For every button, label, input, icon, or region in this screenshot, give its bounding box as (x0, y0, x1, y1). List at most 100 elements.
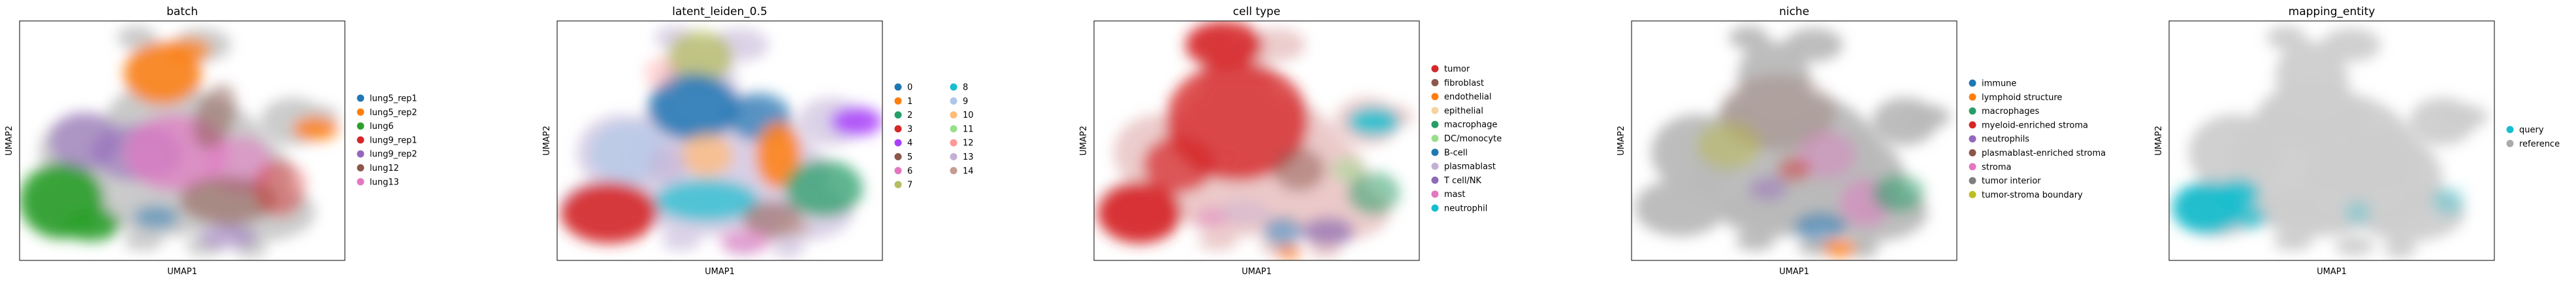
point-cluster (778, 217, 811, 237)
point-cluster (1263, 217, 1302, 247)
point-cluster (830, 107, 882, 136)
chart-title: batch (167, 5, 198, 18)
point-cluster (784, 160, 863, 218)
axes-frame (19, 20, 346, 261)
y-axis-label: UMAP2 (542, 126, 552, 156)
legend-marker (894, 125, 902, 133)
umap-point-cloud (1634, 26, 1951, 258)
legend-label: lung6 (370, 122, 394, 132)
legend-label: 6 (907, 166, 912, 176)
legend-marker (1969, 149, 1976, 156)
point-cluster (166, 37, 212, 62)
chart-title: niche (1779, 5, 1809, 18)
point-cluster (720, 229, 772, 254)
legend-label: epithelial (1444, 106, 1483, 116)
legend-label: endothelial (1444, 92, 1492, 102)
legend-label: mast (1444, 190, 1466, 200)
point-cluster (1276, 246, 1302, 260)
legend-label: lung9_rep1 (370, 135, 417, 145)
point-cluster-base (2322, 27, 2381, 62)
legend-label: lymphoid structure (1982, 93, 2062, 103)
point-cluster-base (123, 232, 163, 251)
point-cluster (2214, 179, 2261, 208)
legend-label: 0 (907, 83, 912, 93)
point-cluster-base (1905, 105, 1951, 129)
legend-marker (357, 178, 364, 186)
legend-marker (1431, 204, 1439, 212)
legend-marker (894, 111, 902, 119)
point-cluster (198, 224, 257, 249)
legend-marker (950, 97, 958, 105)
point-cluster-base (661, 232, 701, 251)
point-cluster (645, 56, 678, 91)
point-cluster (648, 145, 688, 184)
legend-label: B-cell (1444, 148, 1468, 158)
y-axis-label: UMAP2 (1079, 126, 1089, 156)
umap-panel-3: cell type UMAP1 UMAP2 tumor fibroblast endoth… (1079, 5, 1502, 277)
point-cluster (589, 121, 668, 184)
point-cluster (1823, 239, 1856, 258)
legend-marker (357, 122, 364, 130)
point-cluster (1748, 176, 1788, 201)
legend-label: neutrophil (1444, 204, 1487, 214)
point-cluster-base (2266, 26, 2306, 50)
point-cluster (1794, 212, 1846, 241)
legend-label: reference (2519, 139, 2560, 149)
axes-frame (1093, 20, 1420, 261)
umap-panel-5: mapping_entity UMAP1 UMAP2 query reference (2154, 5, 2560, 277)
legend-label: tumor (1444, 65, 1470, 75)
legend-label: tumor interior (1982, 177, 2041, 186)
y-axis-label: UMAP2 (5, 126, 14, 156)
legend-marker (1431, 120, 1439, 128)
legend-label: fibroblast (1444, 79, 1484, 88)
legend: tumor fibroblast endothelial epithelial macr… (1431, 65, 1502, 214)
legend-marker (950, 111, 958, 119)
point-cluster (1302, 217, 1355, 247)
legend-marker (357, 108, 364, 116)
legend: query reference (2506, 126, 2560, 149)
legend-marker (357, 150, 364, 158)
legend-label: 8 (963, 83, 968, 93)
legend-marker (1431, 162, 1439, 170)
point-cluster (1185, 21, 1263, 69)
point-cluster (1797, 131, 1856, 179)
point-cluster-base (1846, 239, 1879, 258)
point-cluster-base (2273, 232, 2313, 251)
point-cluster-base (771, 239, 805, 258)
legend-label: 5 (907, 152, 912, 162)
legend-marker (1431, 79, 1439, 86)
legend-label: myeloid-enriched stroma (1982, 120, 2088, 130)
point-cluster-base (1634, 179, 1726, 237)
x-axis-label: UMAP1 (1779, 267, 1809, 277)
legend-marker (950, 153, 958, 160)
umap-panel-1: batch UMAP1 UMAP2 lung5_rep1 lung5_rep2 lung6… (5, 5, 417, 277)
point-cluster-base (2188, 114, 2280, 191)
point-cluster (668, 30, 733, 84)
umap-panel-2: latent_leiden_0.5UMAP1UMAP20123456789101… (542, 5, 974, 277)
legend-marker (894, 139, 902, 147)
point-cluster-base (1198, 232, 1238, 251)
legend-label: stroma (1982, 162, 2012, 172)
legend-marker (2506, 126, 2514, 133)
legend-label: 1 (907, 97, 912, 107)
chart-title: mapping_entity (2289, 5, 2375, 18)
legend-marker (1969, 135, 1976, 143)
legend-marker (894, 181, 902, 188)
legend: immune lymphoid structure macrophages myelo… (1969, 79, 2106, 200)
axes-frame (1631, 20, 1957, 261)
legend-label: plasmablast-enriched stroma (1982, 149, 2106, 158)
point-cluster (1347, 171, 1400, 215)
point-cluster (1778, 157, 1811, 182)
umap-point-cloud (560, 26, 882, 258)
point-cluster-base (117, 26, 157, 50)
legend-marker (357, 136, 364, 144)
point-cluster-base (2442, 105, 2488, 129)
legend-marker (1431, 176, 1439, 184)
point-cluster (648, 73, 739, 141)
legend-label: DC/monocyte (1444, 134, 1502, 144)
legend-marker (1431, 65, 1439, 73)
chart-title: latent_leiden_0.5 (672, 5, 767, 18)
legend-label: tumor-stroma boundary (1982, 190, 2083, 200)
